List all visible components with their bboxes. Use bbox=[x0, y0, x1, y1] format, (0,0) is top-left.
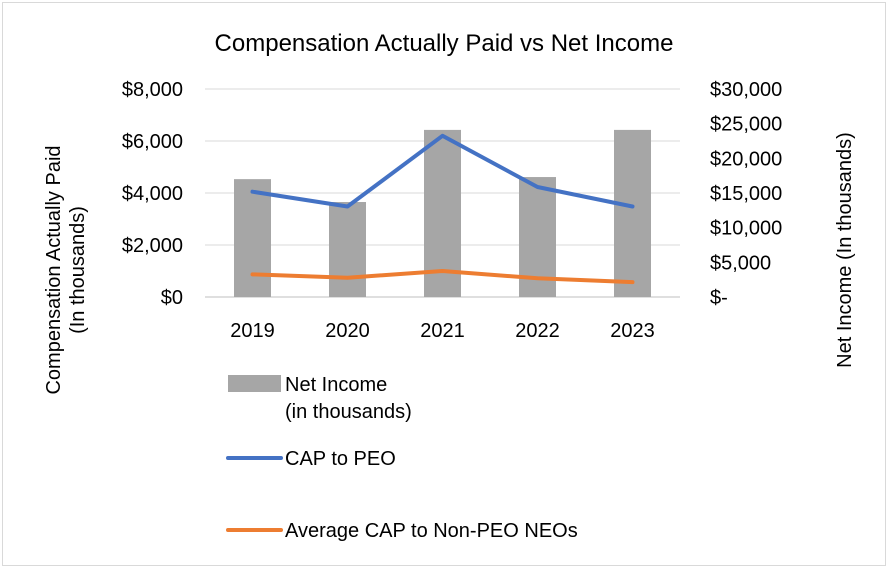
x-tick-label-2023: 2023 bbox=[610, 320, 655, 342]
line-point-2-2021 bbox=[442, 270, 443, 272]
legend-label-2-0: Average CAP to Non-PEO NEOs bbox=[285, 520, 578, 542]
right-tick-label-1: $5,000 bbox=[710, 252, 771, 274]
x-axis-ticks: 2019 2020 2021 2022 2023 bbox=[230, 320, 655, 342]
line-point-1-2021 bbox=[442, 135, 443, 137]
left-tick-label-1: $2,000 bbox=[122, 235, 183, 257]
left-tick-label-2: $4,000 bbox=[122, 183, 183, 205]
bar-2023 bbox=[614, 129, 651, 297]
legend-label-0-0: Net Income bbox=[285, 374, 387, 396]
left-axis-label-line1: Compensation Actually Paid bbox=[43, 145, 65, 394]
chart-title: Compensation Actually Paid vs Net Income bbox=[215, 30, 674, 57]
right-tick-label-6: $30,000 bbox=[710, 79, 782, 101]
right-axis-label: Net Income (In thousands) bbox=[834, 132, 856, 368]
right-tick-label-5: $25,000 bbox=[710, 114, 782, 136]
right-tick-label-0: $- bbox=[710, 287, 728, 309]
legend-label-0-1: (in thousands) bbox=[285, 401, 412, 423]
line-point-2-2022 bbox=[537, 277, 538, 279]
right-tick-label-3: $15,000 bbox=[710, 183, 782, 205]
right-axis-ticks: $- $5,000 $10,000 $15,000 $20,000 $25,000 $30,… bbox=[710, 79, 782, 309]
line-point-2-2020 bbox=[347, 277, 348, 279]
line-point-1-2020 bbox=[347, 206, 348, 208]
x-tick-label-2021: 2021 bbox=[420, 320, 465, 342]
left-tick-label-0: $0 bbox=[161, 287, 183, 309]
line-series bbox=[250, 133, 635, 285]
right-tick-label-2: $10,000 bbox=[710, 218, 782, 240]
x-tick-label-2022: 2022 bbox=[515, 320, 560, 342]
right-tick-label-4: $20,000 bbox=[710, 148, 782, 170]
x-tick-label-2020: 2020 bbox=[325, 320, 370, 342]
x-tick-label-2019: 2019 bbox=[230, 320, 275, 342]
line-point-1-2023 bbox=[632, 206, 633, 208]
legend-label-1-0: CAP to PEO bbox=[285, 448, 396, 470]
bar-2019 bbox=[234, 179, 271, 297]
bar-series bbox=[234, 129, 651, 297]
legend-swatch-0 bbox=[228, 375, 281, 392]
line-point-1-2019 bbox=[252, 191, 253, 193]
left-tick-label-3: $6,000 bbox=[122, 131, 183, 153]
line-point-2-2019 bbox=[252, 273, 253, 275]
legend: Net Income (in thousands) CAP to PEO Averag… bbox=[226, 374, 578, 542]
line-point-1-2022 bbox=[537, 186, 538, 188]
bar-2020 bbox=[329, 202, 366, 297]
left-axis-ticks: $0 $2,000 $4,000 $6,000 $8,000 bbox=[122, 79, 183, 309]
left-axis-label-line2: (In thousands) bbox=[67, 206, 89, 334]
left-tick-label-4: $8,000 bbox=[122, 79, 183, 101]
line-point-2-2023 bbox=[632, 281, 633, 283]
